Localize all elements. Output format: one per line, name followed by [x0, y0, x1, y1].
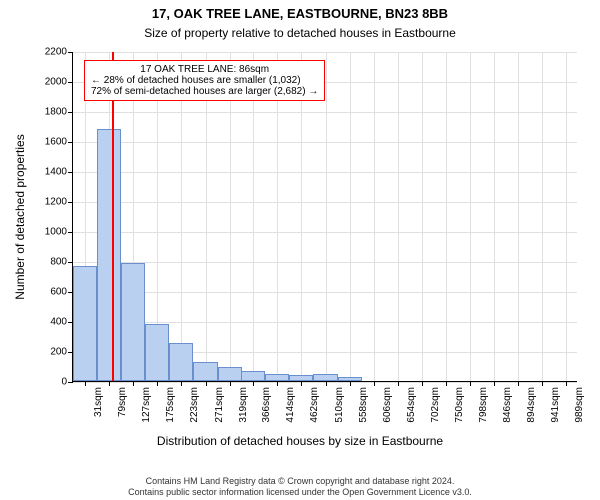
x-tick-mark	[181, 381, 182, 386]
grid-line-vertical	[301, 52, 302, 381]
y-tick-label: 2000	[45, 77, 73, 88]
y-tick-label: 1800	[45, 107, 73, 118]
plot-area: 0200400600800100012001400160018002000220…	[72, 52, 577, 382]
x-tick-label: 175sqm	[161, 387, 176, 423]
histogram-bar	[338, 377, 362, 381]
x-tick-label: 702sqm	[426, 387, 441, 423]
x-tick-label: 510sqm	[330, 387, 345, 423]
grid-line-vertical	[566, 52, 567, 381]
x-tick-mark	[542, 381, 543, 386]
x-tick-mark	[494, 381, 495, 386]
x-tick-mark	[157, 381, 158, 386]
x-tick-mark	[206, 381, 207, 386]
histogram-bar	[241, 371, 265, 381]
x-tick-mark	[398, 381, 399, 386]
x-tick-label: 31sqm	[89, 387, 104, 417]
grid-line-vertical	[422, 52, 423, 381]
grid-line-vertical	[350, 52, 351, 381]
x-axis-title: Distribution of detached houses by size …	[0, 434, 600, 448]
x-tick-label: 127sqm	[137, 387, 152, 423]
grid-line-vertical	[230, 52, 231, 381]
x-tick-mark	[374, 381, 375, 386]
x-tick-label: 941sqm	[546, 387, 561, 423]
x-tick-mark	[230, 381, 231, 386]
grid-line-vertical	[326, 52, 327, 381]
chart-container: 17, OAK TREE LANE, EASTBOURNE, BN23 8BB …	[0, 0, 600, 500]
x-tick-mark	[109, 381, 110, 386]
property-marker-line	[112, 52, 114, 381]
x-tick-label: 366sqm	[257, 387, 272, 423]
footer-line-2: Contains public sector information licen…	[0, 487, 600, 498]
legend-line: 72% of semi-detached houses are larger (…	[91, 86, 318, 97]
legend-line: 17 OAK TREE LANE: 86sqm	[91, 64, 318, 75]
chart-subtitle: Size of property relative to detached ho…	[0, 26, 600, 40]
grid-line-vertical	[206, 52, 207, 381]
grid-line-vertical	[542, 52, 543, 381]
grid-line-vertical	[494, 52, 495, 381]
y-tick-label: 2200	[45, 47, 73, 58]
y-axis-title: Number of detached properties	[13, 134, 27, 299]
histogram-bar	[313, 374, 337, 382]
grid-line-vertical	[374, 52, 375, 381]
histogram-bar	[218, 367, 242, 381]
histogram-bar	[289, 375, 313, 381]
x-tick-label: 79sqm	[113, 387, 128, 417]
x-tick-label: 989sqm	[570, 387, 585, 423]
x-tick-mark	[326, 381, 327, 386]
histogram-bar	[145, 324, 169, 381]
grid-line-vertical	[181, 52, 182, 381]
histogram-bar	[73, 266, 97, 381]
y-tick-label: 1200	[45, 197, 73, 208]
y-tick-label: 0	[61, 377, 73, 388]
x-tick-label: 606sqm	[378, 387, 393, 423]
chart-title: 17, OAK TREE LANE, EASTBOURNE, BN23 8BB	[0, 6, 600, 21]
x-tick-mark	[253, 381, 254, 386]
y-tick-label: 200	[50, 347, 73, 358]
legend-line: ← 28% of detached houses are smaller (1,…	[91, 75, 318, 86]
histogram-bar	[193, 362, 217, 382]
histogram-bar	[169, 343, 193, 381]
marker-legend: 17 OAK TREE LANE: 86sqm← 28% of detached…	[84, 60, 325, 101]
footer-text: Contains HM Land Registry data © Crown c…	[0, 476, 600, 499]
x-tick-label: 223sqm	[185, 387, 200, 423]
x-tick-mark	[85, 381, 86, 386]
y-tick-label: 400	[50, 317, 73, 328]
y-tick-label: 1000	[45, 227, 73, 238]
y-tick-label: 600	[50, 287, 73, 298]
grid-line-vertical	[446, 52, 447, 381]
histogram-bar	[121, 263, 145, 382]
grid-line-vertical	[398, 52, 399, 381]
y-tick-label: 1600	[45, 137, 73, 148]
x-tick-label: 271sqm	[210, 387, 225, 423]
histogram-bar	[265, 374, 289, 382]
x-tick-label: 462sqm	[305, 387, 320, 423]
grid-line-vertical	[518, 52, 519, 381]
x-tick-label: 846sqm	[498, 387, 513, 423]
x-tick-label: 798sqm	[474, 387, 489, 423]
x-tick-label: 894sqm	[522, 387, 537, 423]
x-tick-mark	[518, 381, 519, 386]
grid-line-vertical	[253, 52, 254, 381]
x-tick-mark	[301, 381, 302, 386]
x-tick-mark	[422, 381, 423, 386]
x-tick-label: 319sqm	[234, 387, 249, 423]
x-tick-mark	[446, 381, 447, 386]
grid-line-vertical	[277, 52, 278, 381]
histogram-bar	[97, 129, 121, 381]
x-tick-mark	[470, 381, 471, 386]
x-tick-mark	[350, 381, 351, 386]
x-tick-label: 558sqm	[354, 387, 369, 423]
x-tick-mark	[277, 381, 278, 386]
x-tick-label: 750sqm	[450, 387, 465, 423]
x-tick-mark	[566, 381, 567, 386]
x-tick-label: 654sqm	[402, 387, 417, 423]
y-tick-label: 1400	[45, 167, 73, 178]
x-tick-mark	[133, 381, 134, 386]
grid-line-vertical	[470, 52, 471, 381]
x-tick-label: 414sqm	[281, 387, 296, 423]
y-tick-label: 800	[50, 257, 73, 268]
footer-line-1: Contains HM Land Registry data © Crown c…	[0, 476, 600, 487]
